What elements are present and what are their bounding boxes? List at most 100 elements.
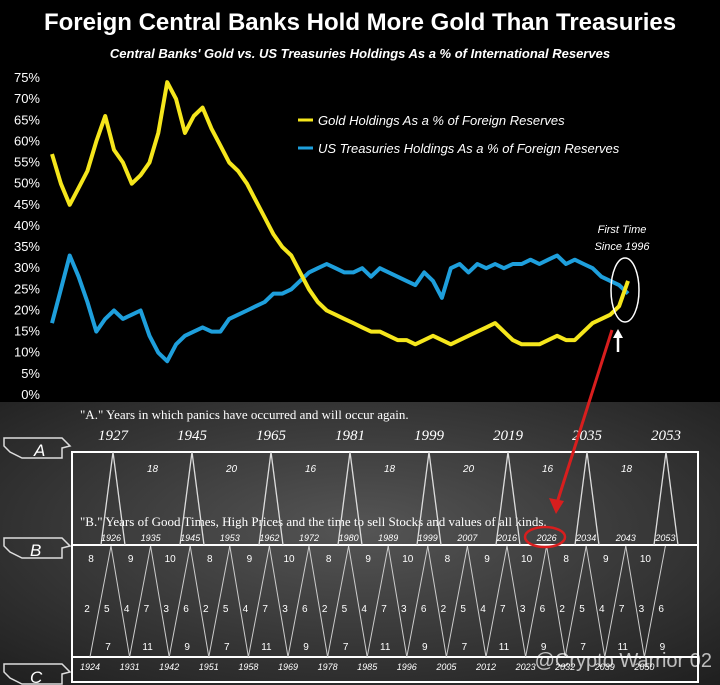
cycle-up-line — [585, 545, 606, 658]
panic-cycle-line — [112, 451, 126, 546]
panic-interval-label: 20 — [225, 464, 238, 475]
good-times-year-label: 1989 — [378, 533, 398, 543]
bottom-interval-label: 9 — [541, 642, 547, 653]
good-times-year-label: 1999 — [418, 533, 438, 543]
mid-interval-label: 2 — [84, 604, 90, 615]
cycle-up-line — [308, 545, 329, 658]
mid-interval-label: 6 — [658, 604, 664, 615]
mid-interval-label: 3 — [163, 604, 169, 615]
panic-cycle-line — [100, 451, 114, 546]
mid-interval-label: 3 — [401, 604, 407, 615]
mid-interval-label: 6 — [302, 604, 308, 615]
mid-interval-label: 4 — [243, 604, 249, 615]
panic-year-label: 1927 — [98, 428, 130, 444]
low-year-label: 2012 — [475, 662, 496, 672]
bottom-interval-label: 7 — [224, 642, 230, 653]
caption-b: "B." Years of Good Times, High Prices an… — [80, 514, 547, 529]
y-tick-label: 40% — [14, 218, 40, 233]
y-axis-ticks: 0% 5% 10% 15% 20% 25% 30% 35% 40% 45% 50% 55% 60% 65%… — [14, 70, 40, 402]
section-letter-a: A — [33, 441, 45, 460]
pointing-hand-b-icon: B — [3, 537, 72, 560]
watermark: @Crypto Warrior 02 — [535, 650, 712, 672]
cycle-up-line — [625, 545, 645, 658]
cycle-up-line — [506, 545, 527, 658]
cycle-down-line — [604, 545, 627, 658]
y-tick-label: 50% — [14, 176, 40, 191]
mid-interval-label: 5 — [342, 604, 348, 615]
bottom-interval-label: 11 — [618, 642, 629, 653]
panic-year-label: 2019 — [493, 428, 524, 444]
cycle-down-line — [525, 545, 548, 658]
highlight-2026-circle — [523, 525, 567, 549]
cycle-down-line — [445, 545, 468, 658]
top-interval-label: 8 — [88, 554, 94, 565]
cycle-up-line — [348, 545, 368, 658]
cycle-up-line — [189, 545, 210, 658]
cycle-down-line — [129, 545, 152, 658]
mid-interval-label: 6 — [540, 604, 546, 615]
y-tick-label: 65% — [14, 112, 40, 127]
panic-cycle-line — [495, 451, 509, 546]
mid-interval-label: 5 — [460, 604, 466, 615]
y-tick-label: 35% — [14, 239, 40, 254]
top-interval-label: 9 — [247, 554, 253, 565]
mid-interval-label: 7 — [500, 604, 506, 615]
cycle-down-line — [287, 545, 310, 658]
low-year-label: 1942 — [159, 662, 179, 672]
good-times-year-label: 1962 — [259, 533, 279, 543]
top-interval-label: 8 — [563, 554, 569, 565]
mid-interval-label: 2 — [441, 604, 447, 615]
mid-interval-label: 7 — [262, 604, 268, 615]
good-times-year-label: 1980 — [339, 533, 359, 543]
low-year-label: 1969 — [278, 662, 298, 672]
panic-interval-label: 18 — [621, 464, 633, 475]
good-times-year-label: 2034 — [575, 533, 596, 543]
panic-cycle-line — [416, 451, 430, 546]
annotation-line-2: Since 1996 — [594, 241, 650, 253]
mid-interval-label: 7 — [144, 604, 150, 615]
cycle-up-line — [427, 545, 447, 658]
cycle-up-line — [268, 545, 289, 658]
top-interval-label: 9 — [365, 554, 371, 565]
bottom-interval-label: 11 — [499, 642, 510, 653]
annotation-ellipse — [610, 257, 640, 323]
panic-cycle-line — [191, 451, 205, 546]
pointing-hand-a-icon: A — [3, 437, 72, 460]
low-year-label: 1978 — [318, 662, 338, 672]
bottom-interval-label: 7 — [105, 642, 111, 653]
y-tick-label: 20% — [14, 302, 40, 317]
y-tick-label: 55% — [14, 155, 40, 170]
cycle-down-line — [247, 545, 270, 658]
panic-interval-label: 18 — [147, 464, 159, 475]
bottom-interval-label: 7 — [462, 642, 468, 653]
mid-interval-label: 3 — [639, 604, 645, 615]
caption-a: "A." Years in which panics have occurred… — [80, 407, 409, 422]
cycle-up-line — [546, 545, 566, 658]
cycle-up-line — [150, 545, 170, 658]
low-year-label: 2023 — [515, 662, 536, 672]
panic-year-label: 1945 — [177, 428, 208, 444]
panic-year-label: 2053 — [651, 428, 681, 444]
panic-year-label: 1981 — [335, 428, 365, 444]
bottom-interval-label: 11 — [261, 642, 272, 653]
cycle-frame — [71, 451, 699, 683]
y-tick-label: 5% — [21, 366, 40, 381]
panic-interval-label: 16 — [305, 464, 317, 475]
mid-interval-label: 2 — [559, 604, 565, 615]
top-interval-label: 10 — [283, 554, 295, 565]
top-interval-label: 8 — [207, 554, 213, 565]
y-tick-label: 45% — [14, 197, 40, 212]
bottom-interval-label: 9 — [184, 642, 190, 653]
low-year-label: 1924 — [80, 662, 100, 672]
panic-cycle-line — [653, 451, 667, 546]
cycle-down-line — [406, 545, 429, 658]
cycle-up-line — [387, 545, 408, 658]
legend: Gold Holdings As a % of Foreign Reserves… — [298, 113, 620, 156]
bottom-interval-label: 7 — [343, 642, 349, 653]
panic-cycle-line — [428, 451, 442, 546]
low-year-label: 2032 — [554, 662, 575, 672]
cycle-up-line — [466, 545, 487, 658]
bottom-interval-label: 9 — [303, 642, 309, 653]
series-line-treasuries — [50, 253, 630, 364]
